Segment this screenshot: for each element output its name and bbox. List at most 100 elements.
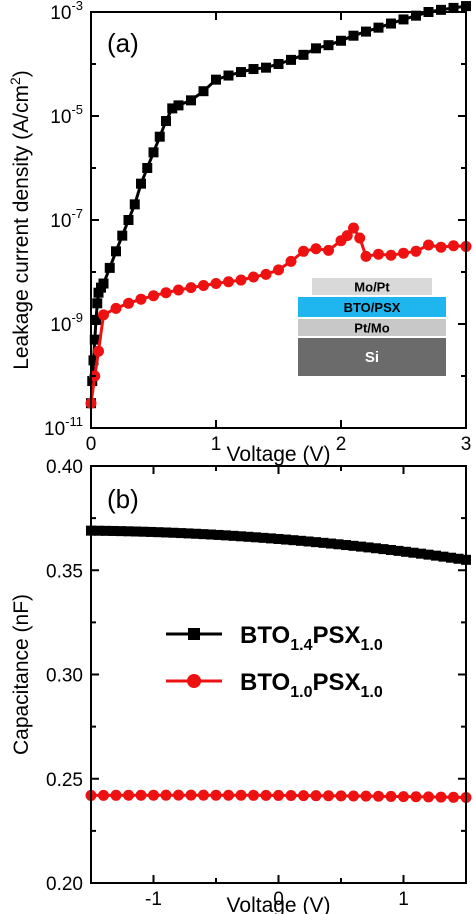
panel-a-y-tick-label: 10-11 [44, 414, 83, 440]
panel-b-data-point-square [146, 526, 156, 537]
panel-b-data-point-circle [210, 789, 222, 801]
panel-b-data-point-square [161, 527, 171, 538]
tick-base: 10 [44, 419, 65, 440]
panel-a-data-point-square [88, 355, 99, 366]
tick-base: 10 [50, 211, 71, 232]
tick-base: 10 [50, 3, 71, 24]
panel-b-data-point-circle [260, 789, 272, 801]
panel-b-x-tick-label: 0 [273, 889, 284, 910]
panel-a-data-point-square [173, 100, 184, 111]
panel-a-x-tick-label: 3 [461, 434, 472, 455]
panel-b-label: (b) [107, 484, 139, 514]
panel-a-data-point-square [261, 62, 271, 73]
panel-b-data-point-square [198, 529, 209, 540]
panel-a-data-point-circle [423, 239, 434, 251]
panel-a-y-tick-label: 10-9 [50, 310, 83, 336]
panel-a-x-tick-label: 1 [211, 434, 222, 455]
panel-a-data-point-square [117, 230, 128, 241]
panel-a-data-point-square [89, 334, 100, 345]
panel-b-data-point-square [371, 543, 381, 554]
panel-a-data-point-circle [385, 249, 397, 261]
panel-b-data-point-circle [235, 789, 247, 801]
panel-b-legend: BTO1.4PSX1.0 BTO1.0PSX1.0 [166, 622, 383, 701]
panel-b-data-point-circle [173, 789, 184, 801]
panel-a-data-point-circle [341, 230, 353, 242]
panel-a-data-point-square [223, 70, 234, 81]
panel-a-data-point-circle [160, 287, 172, 299]
panel-a-data-point-square [123, 215, 134, 225]
panel-b-marks [85, 525, 472, 804]
panel-a-data-point-square [361, 26, 371, 37]
panel-b-data-point-circle [423, 791, 434, 803]
panel-a-data-point-square [298, 49, 309, 60]
panel-b-data-point-square [258, 532, 269, 543]
panel-a-marks [85, 1, 472, 409]
panel-a-data-point-square [211, 74, 221, 85]
panel-b-data-point-square [303, 536, 314, 547]
panel-a-data-point-circle [223, 276, 234, 288]
panel-a-data-point-square [161, 116, 171, 127]
panel-b-data-point-square [348, 540, 359, 551]
legend-marker-square [188, 628, 200, 640]
panel-a-data-point-square [136, 178, 146, 189]
panel-a-label: (a) [107, 28, 139, 58]
panel-b-ticks: -1 0 1 0.20 0.25 0.30 0.35 0.40 [46, 457, 467, 910]
panel-a-data-point-circle [248, 271, 259, 283]
panel-a-data-point-square [111, 246, 121, 257]
panel-b-data-point-square [341, 540, 351, 551]
panel-a-data-point-square [386, 18, 396, 29]
panel-b-data-point-circle [335, 790, 347, 802]
panel-a-data-point-square [286, 54, 296, 65]
panel-a-data-point-square [348, 30, 359, 41]
panel-b-data-point-square [393, 545, 404, 556]
panel-b-y-axis-title: Capacitance (nF) [10, 594, 33, 755]
panel-a-data-point-square [448, 2, 459, 13]
tick-base: 10 [50, 315, 71, 336]
panel-a-data-point-circle [373, 248, 384, 260]
panel-b-data-point-circle [323, 790, 334, 802]
panel-b-data-point-square [123, 526, 134, 537]
panel-a-data-point-circle [185, 282, 197, 294]
panel-b-data-point-circle [348, 790, 359, 802]
legend2-sub2: 1.0 [361, 684, 383, 701]
panel-a-data-point-circle [93, 345, 104, 357]
panel-b-data-point-square [386, 544, 396, 555]
panel-a-data-point-square [154, 131, 165, 142]
panel-b-data-point-square [236, 531, 246, 542]
panel-b-data-point-square [243, 531, 254, 542]
panel-b-data-point-circle [248, 789, 259, 801]
panel-b-data-point-square [191, 528, 201, 539]
panel-b-data-point-circle [410, 791, 422, 803]
panel-a-data-point-square [167, 103, 178, 114]
panel-a-data-point-circle [173, 284, 184, 296]
panel-a-data-point-square [248, 64, 259, 75]
panel-b-data-point-circle [185, 789, 197, 801]
panel-b-data-point-square [176, 528, 186, 539]
panel-b-data-point-square [101, 525, 111, 536]
panel-a-data-point-circle [198, 280, 209, 292]
panel-a-data-point-circle [448, 240, 459, 252]
panel-a-y-title-main: Leakage current density (A/cm [10, 85, 33, 370]
tick-exponent: -3 [71, 0, 83, 13]
legend1-sub1: 1.4 [290, 637, 312, 654]
legend1-main: BTO [240, 622, 290, 649]
panel-b-data-point-square [273, 533, 284, 544]
panel-b-data-point-square [296, 535, 306, 546]
tick-exponent: -11 [65, 414, 83, 429]
panel-b-data-point-square [168, 527, 179, 538]
legend-entry-bto10: BTO1.0PSX1.0 [166, 669, 383, 701]
panel-b-data-point-square [281, 534, 291, 545]
panel-b-data-point-circle [223, 789, 234, 801]
panel-a-data-point-square [323, 40, 334, 51]
inset-layer-label: Mo/Pt [354, 280, 390, 295]
panel-a-y-tick-label: 10-5 [50, 102, 83, 128]
panel-b-data-point-square [116, 526, 126, 537]
panel-b-data-point-square [318, 537, 329, 548]
panel-b-data-point-circle [198, 789, 209, 801]
panel-a-data-point-circle [348, 222, 359, 234]
panel-b-data-point-square [108, 525, 119, 536]
panel-b-data-point-square [93, 525, 104, 536]
panel-a-data-point-square [398, 14, 409, 25]
